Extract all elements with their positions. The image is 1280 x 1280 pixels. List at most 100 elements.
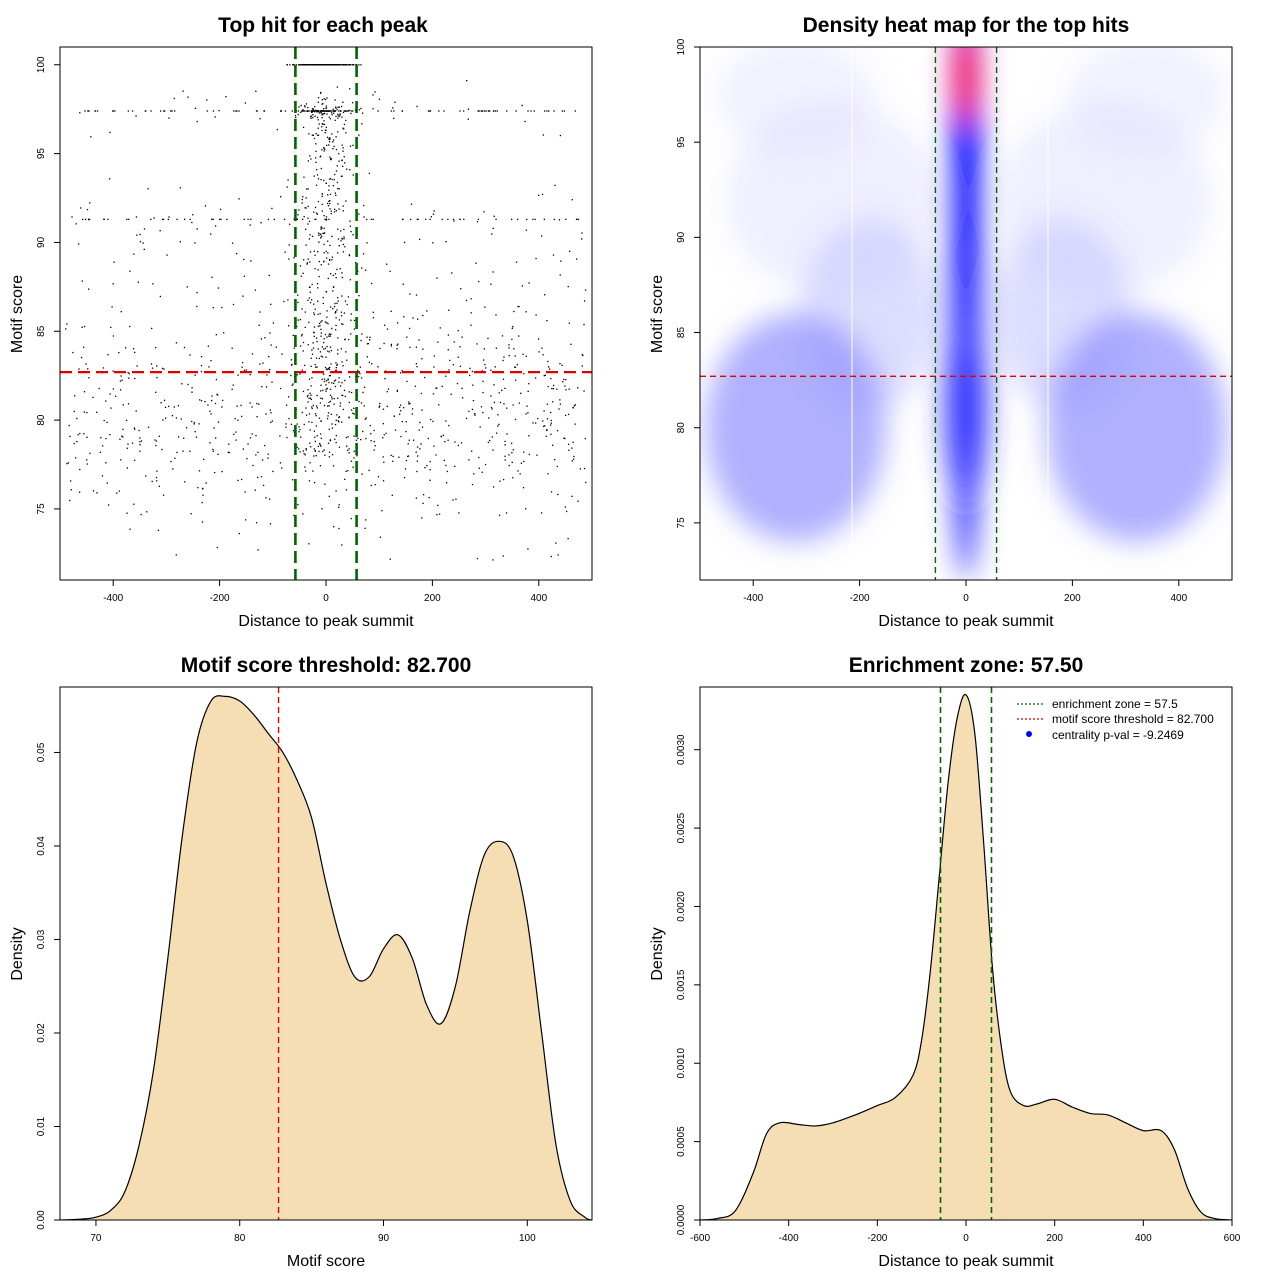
scatter-point <box>315 133 317 135</box>
scatter-point <box>328 368 331 371</box>
scatter-point <box>467 108 470 110</box>
scatter-point <box>328 138 330 140</box>
scatter-point <box>249 374 251 376</box>
scatter-point <box>530 110 532 112</box>
scatter-point <box>174 457 176 459</box>
scatter-point <box>321 227 323 229</box>
scatter-point <box>336 268 338 271</box>
scatter-point <box>127 110 130 112</box>
scatter-point <box>261 459 264 461</box>
scatter-point <box>487 441 490 444</box>
scatter-point <box>147 188 149 190</box>
scatter-point <box>280 110 282 112</box>
scatter-point <box>396 347 398 350</box>
scatter-point <box>334 423 337 426</box>
score-density-plot-frame <box>59 686 593 1221</box>
scatter-point <box>283 300 285 303</box>
scatter-point <box>291 363 293 366</box>
scatter-point <box>283 218 286 221</box>
scatter-point <box>94 110 96 112</box>
scatter-point <box>164 406 167 409</box>
scatter-point <box>314 436 316 438</box>
scatter-point <box>335 148 338 151</box>
scatter-point <box>218 109 220 112</box>
scatter-point <box>382 480 385 482</box>
scatter-point <box>401 420 403 423</box>
scatter-point <box>316 283 319 285</box>
scatter-point <box>155 391 157 393</box>
scatter-point <box>316 407 318 409</box>
y-tick-label: 0.04 <box>36 836 47 856</box>
scatter-point <box>487 110 489 112</box>
scatter-point <box>538 351 540 353</box>
scatter-point <box>476 220 479 223</box>
scatter-point <box>338 188 340 190</box>
y-tick-label: 75 <box>36 503 47 515</box>
scatter-point <box>235 431 237 433</box>
scatter-point <box>319 325 321 327</box>
scatter-point <box>324 347 327 349</box>
y-tick-label: 0.0020 <box>676 891 687 922</box>
scatter-point <box>320 384 322 386</box>
scatter-point <box>119 438 121 440</box>
scatter-point <box>432 393 435 395</box>
scatter-point <box>322 110 324 112</box>
scatter-point <box>329 138 331 141</box>
scatter-point <box>324 64 326 66</box>
scatter-point <box>323 341 325 344</box>
scatter-point <box>406 380 408 383</box>
scatter-point <box>438 404 440 406</box>
scatter-point <box>155 476 158 479</box>
scatter-point <box>260 338 263 340</box>
scatter-point <box>524 120 526 123</box>
scatter-point <box>314 206 317 209</box>
scatter-point <box>535 314 537 316</box>
scatter-point <box>333 305 336 308</box>
scatter-point <box>174 110 176 112</box>
scatter-point <box>482 380 484 382</box>
scatter-point <box>122 404 124 406</box>
scatter-point <box>521 104 523 107</box>
scatter-point <box>326 322 328 324</box>
scatter-point <box>313 110 316 112</box>
scatter-point <box>422 314 424 317</box>
scatter-point <box>331 398 333 400</box>
scatter-point <box>299 318 302 321</box>
scatter-point <box>84 110 86 112</box>
scatter-point <box>378 98 381 100</box>
scatter-point <box>325 356 327 358</box>
scatter-point <box>318 357 321 360</box>
scatter-point <box>398 413 401 415</box>
scatter-point <box>118 490 121 492</box>
scatter-point <box>322 113 325 115</box>
scatter-point <box>330 158 333 160</box>
x-tick-label: 0 <box>963 593 969 604</box>
scatter-point <box>86 459 88 461</box>
scatter-point <box>312 64 315 66</box>
scatter-point <box>400 435 402 438</box>
scatter-point <box>577 500 579 502</box>
scatter-point <box>66 323 68 325</box>
scatter-point <box>373 429 375 432</box>
scatter-point <box>333 211 336 213</box>
scatter-point <box>84 218 87 221</box>
scatter-point <box>345 351 347 353</box>
scatter-point <box>317 287 319 289</box>
scatter-point <box>321 129 323 132</box>
scatter-point <box>377 476 380 478</box>
scatter-point <box>348 448 350 450</box>
scatter-point <box>155 440 158 442</box>
scatter-point <box>329 199 331 202</box>
scatter-point <box>323 146 325 149</box>
scatter-point <box>311 111 313 113</box>
scatter-point <box>157 529 160 531</box>
scatter-point <box>453 341 455 343</box>
scatter-point <box>284 110 287 112</box>
scatter-point <box>193 423 195 425</box>
scatter-point <box>506 407 508 409</box>
scatter-point <box>520 462 523 464</box>
scatter-point <box>360 339 362 342</box>
scatter-point <box>127 403 130 405</box>
scatter-point <box>416 365 418 368</box>
scatter-point <box>311 283 313 286</box>
